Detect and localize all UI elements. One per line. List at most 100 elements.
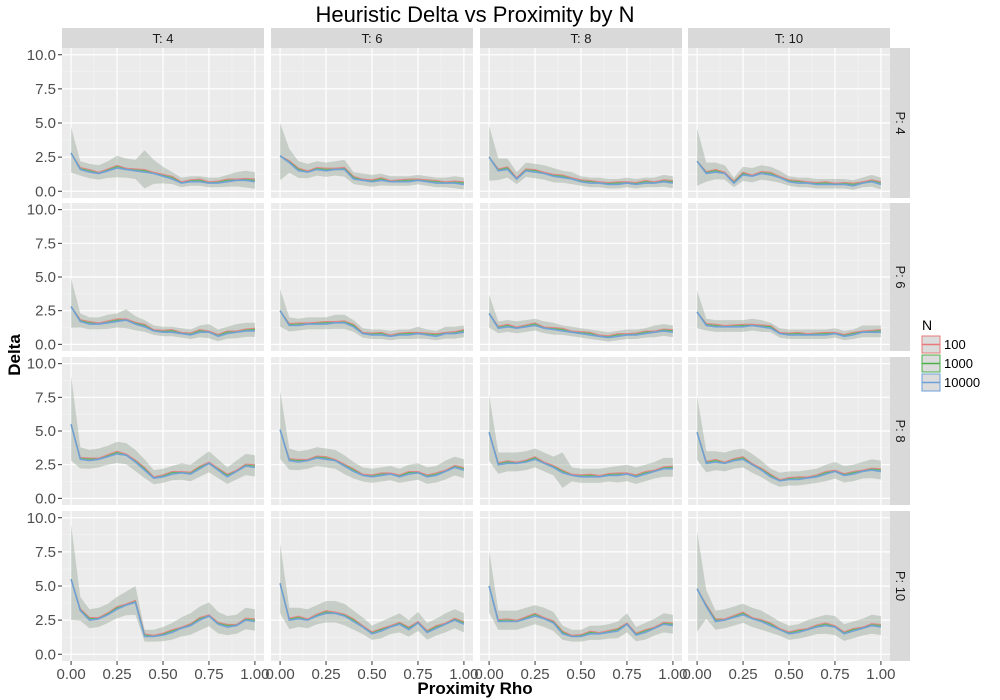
series-line-100 <box>488 585 673 636</box>
confidence-ribbon <box>489 550 673 642</box>
confidence-ribbon <box>280 543 464 640</box>
series-line-10000 <box>696 588 882 635</box>
legend-label: 1000 <box>944 356 973 371</box>
y-tick-label: 5.0 <box>35 269 56 286</box>
series-line-10000 <box>696 160 882 187</box>
x-tick-label: 0.75 <box>403 666 432 683</box>
series-line-100 <box>696 160 882 184</box>
series-line-10000 <box>279 583 465 635</box>
confidence-ribbon <box>71 127 255 189</box>
col-strip <box>480 28 682 48</box>
y-tick-label: 0.0 <box>35 336 56 353</box>
x-tick-label: 0.00 <box>474 666 503 683</box>
y-tick-label: 7.5 <box>35 235 56 252</box>
confidence-ribbon <box>489 294 673 342</box>
confidence-ribbon <box>280 123 464 190</box>
series-line-100 <box>488 156 673 184</box>
x-tick-label: 0.50 <box>148 666 177 683</box>
series-line-10000 <box>70 306 255 338</box>
y-tick-label: 10.0 <box>27 356 56 373</box>
col-strip <box>271 28 473 48</box>
col-strip-label: T: 8 <box>571 31 592 46</box>
y-tick-label: 0.0 <box>35 490 56 507</box>
row-strip <box>890 203 910 351</box>
series-line-100 <box>488 313 673 337</box>
series-line-100 <box>70 579 255 636</box>
series-line-10000 <box>279 155 465 186</box>
series-line-10000 <box>488 312 674 339</box>
row-strip-label: P: 10 <box>893 571 908 601</box>
y-tick-label: 2.5 <box>35 612 56 629</box>
row-strip <box>890 48 910 198</box>
y-axis-label: Delta <box>5 334 24 376</box>
row-strip-label: P: 4 <box>893 111 908 134</box>
x-tick-label: 0.25 <box>728 666 757 683</box>
y-tick-label: 2.5 <box>35 303 56 320</box>
confidence-ribbon <box>280 289 464 341</box>
confidence-ribbon <box>71 524 255 642</box>
x-tick-label: 0.50 <box>357 666 386 683</box>
confidence-ribbon <box>697 396 881 487</box>
x-tick-label: 1.00 <box>449 666 478 683</box>
x-tick-label: 1.00 <box>658 666 687 683</box>
x-tick-label: 0.75 <box>612 666 641 683</box>
series-line-100 <box>279 310 465 336</box>
series-line-10000 <box>696 311 881 338</box>
series-line-100 <box>696 432 881 481</box>
x-tick-label: 0.75 <box>194 666 223 683</box>
x-tick-label: 0.25 <box>102 666 131 683</box>
y-tick-label: 7.5 <box>35 81 56 98</box>
row-strip <box>890 357 910 505</box>
series-line-10000 <box>279 429 465 478</box>
col-strip <box>62 28 264 48</box>
y-tick-label: 5.0 <box>35 423 56 440</box>
row-strip <box>890 511 910 661</box>
col-strip-label: T: 6 <box>362 31 383 46</box>
x-tick-label: 0.50 <box>774 666 803 683</box>
x-tick-label: 1.00 <box>240 666 269 683</box>
series-line-10000 <box>696 432 882 482</box>
y-tick-label: 2.5 <box>35 457 56 474</box>
y-tick-label: 7.5 <box>35 389 56 406</box>
chart-title: Heuristic Delta vs Proximity by N <box>315 2 634 27</box>
legend-label: 100 <box>944 337 966 352</box>
y-tick-label: 10.0 <box>27 202 56 219</box>
x-tick-label: 0.00 <box>56 666 85 683</box>
series-line-10000 <box>488 156 674 186</box>
x-tick-label: 1.00 <box>866 666 895 683</box>
confidence-ribbon <box>71 375 255 485</box>
confidence-ribbon <box>697 290 881 341</box>
series-line-100 <box>70 152 255 183</box>
x-tick-label: 0.25 <box>520 666 549 683</box>
series-line-100 <box>696 588 881 633</box>
y-tick-label: 5.0 <box>35 578 56 595</box>
y-tick-label: 0.0 <box>35 183 56 200</box>
y-tick-label: 2.5 <box>35 149 56 166</box>
y-tick-label: 5.0 <box>35 115 56 132</box>
x-tick-label: 0.00 <box>682 666 711 683</box>
y-tick-label: 10.0 <box>27 510 56 527</box>
y-tick-label: 7.5 <box>35 544 56 561</box>
confidence-ribbon <box>280 390 464 484</box>
series-line-100 <box>70 424 255 478</box>
x-axis-label: Proximity Rho <box>417 679 532 698</box>
series-line-100 <box>70 306 255 335</box>
legend-label: 10000 <box>944 375 980 390</box>
facet-grid: T: 4 T: 6 T: 8 T: 10 P: 4 0.0 2.5 5.0 7.5 10.0 P: … <box>27 28 910 683</box>
series-line-10000 <box>488 432 673 478</box>
col-strip <box>688 28 890 48</box>
series-line-10000 <box>70 152 256 184</box>
series-line-10000 <box>70 424 256 479</box>
y-tick-label: 10.0 <box>27 47 56 64</box>
series-line-10000 <box>488 585 674 638</box>
confidence-ribbon <box>489 394 673 488</box>
series-line-100 <box>696 311 881 335</box>
series-line-100 <box>279 429 465 476</box>
series-line-10000 <box>279 310 465 338</box>
row-strip-label: P: 8 <box>893 419 908 442</box>
y-tick-label: 0.0 <box>35 646 56 663</box>
series-line-10000 <box>70 578 256 638</box>
col-strip-label: T: 4 <box>153 31 174 46</box>
col-strip-label: T: 10 <box>775 31 803 46</box>
